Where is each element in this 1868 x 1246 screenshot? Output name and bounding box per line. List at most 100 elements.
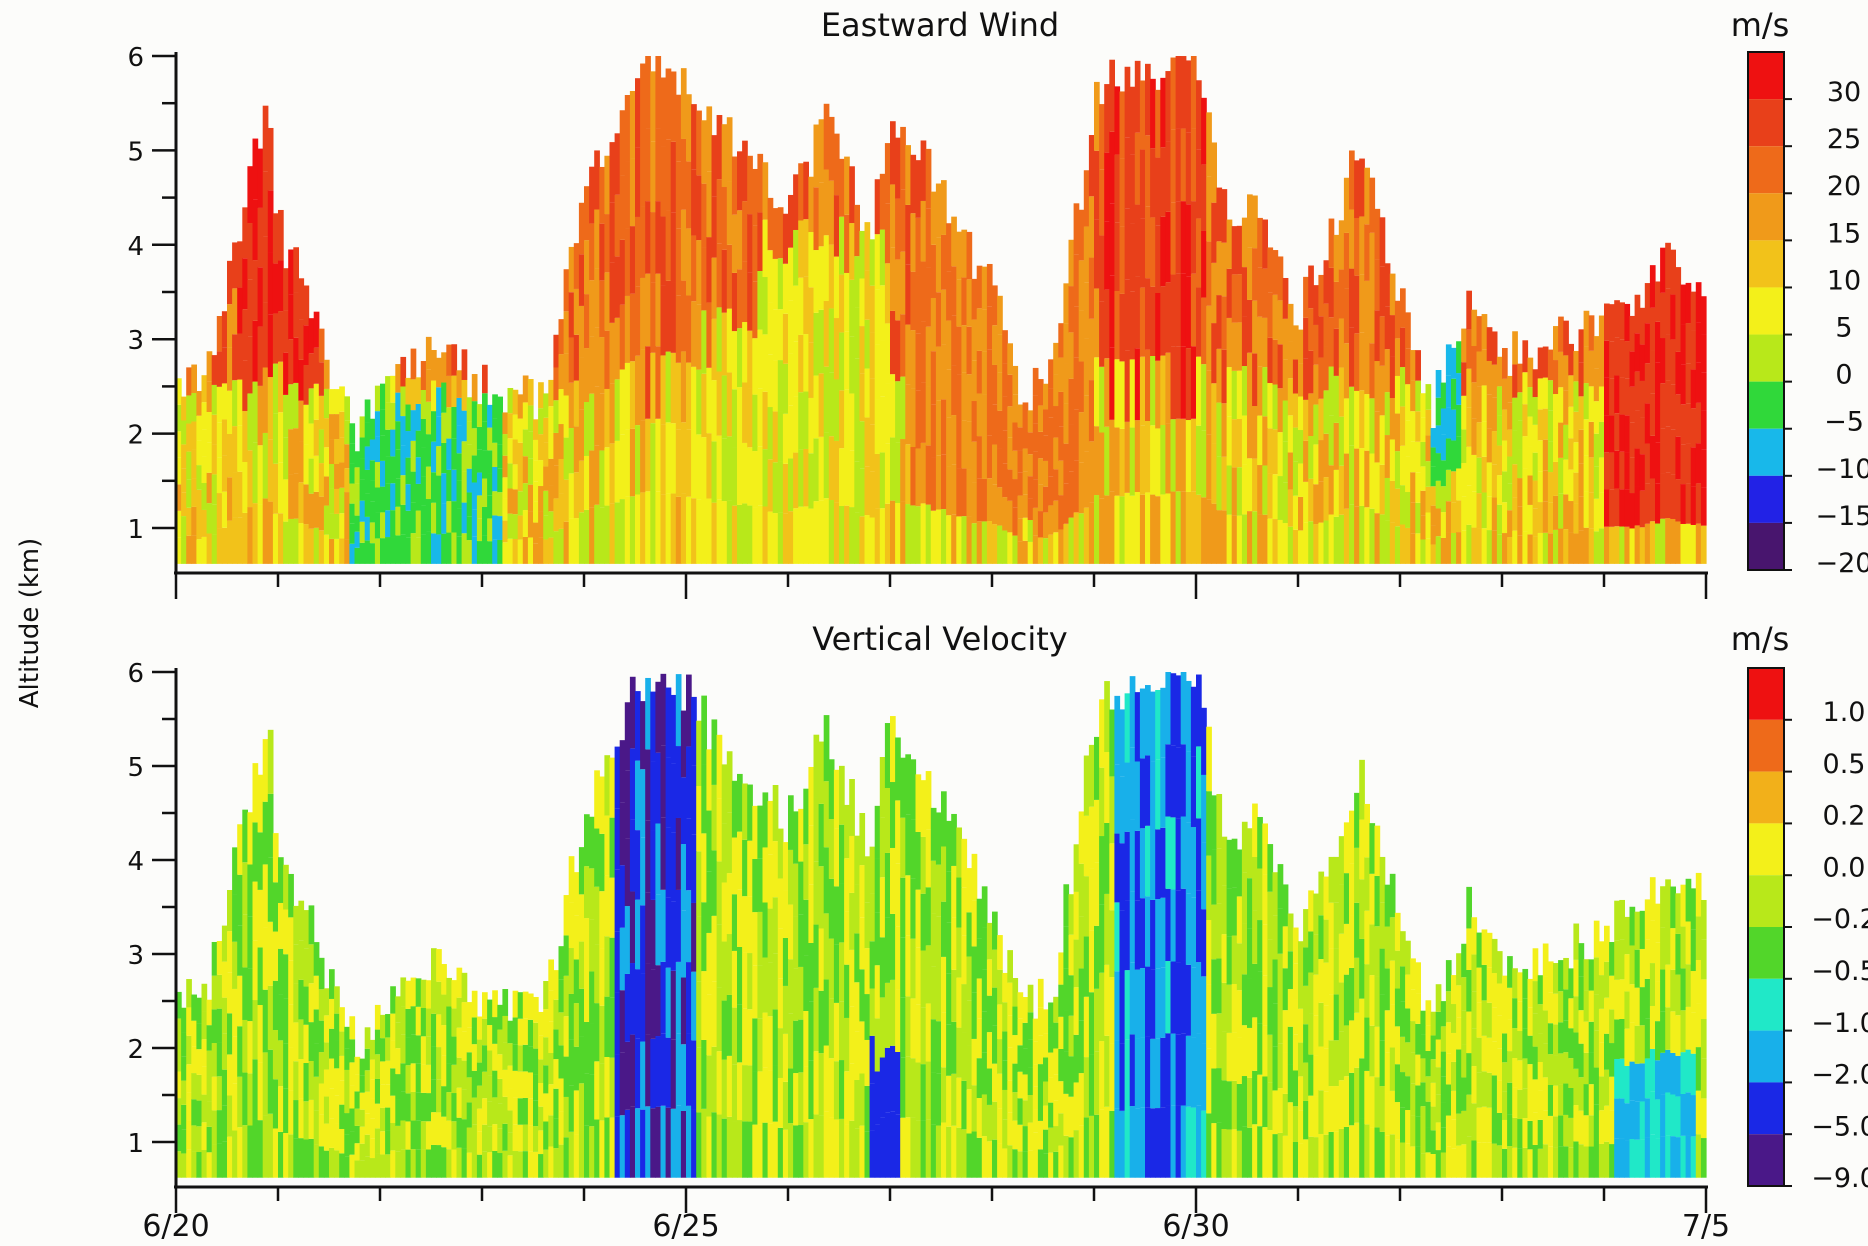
heatmap-cell — [1426, 1102, 1432, 1127]
heatmap-cell — [273, 882, 279, 931]
heatmap-cell — [441, 1117, 447, 1148]
heatmap-cell — [1395, 1064, 1401, 1102]
heatmap-cell — [1104, 681, 1110, 752]
heatmap-cell — [1380, 267, 1386, 317]
heatmap-cell — [314, 1043, 320, 1077]
heatmap-cell — [543, 1037, 549, 1065]
heatmap-cell — [1242, 267, 1248, 316]
heatmap-cell — [1211, 443, 1217, 503]
heatmap-cell — [1257, 1023, 1263, 1075]
heatmap-cell — [696, 305, 702, 370]
heatmap-cell — [1165, 353, 1171, 423]
heatmap-cell — [304, 948, 310, 986]
heatmap-cell — [1701, 940, 1707, 980]
heatmap-cell — [196, 440, 202, 465]
heatmap-cell — [849, 1064, 855, 1121]
heatmap-cell — [1471, 528, 1477, 564]
heatmap-cell — [426, 1093, 432, 1121]
heatmap-cell — [798, 809, 804, 862]
heatmap-cell — [788, 511, 794, 564]
x-tick-labels: 6/20 6/25 6/30 7/5 — [142, 1209, 1730, 1244]
heatmap-cell — [334, 1041, 340, 1068]
heatmap-cell — [1329, 903, 1335, 949]
heatmap-cell — [1237, 371, 1243, 419]
heatmap-cell — [865, 1086, 871, 1132]
heatmap-cell — [910, 330, 916, 388]
heatmap-cell — [701, 696, 707, 765]
heatmap-cell — [1420, 393, 1426, 417]
heatmap-cell — [1492, 331, 1498, 364]
heatmap-cell — [941, 235, 947, 290]
heatmap-cell — [1033, 508, 1039, 536]
heatmap-cell — [1329, 268, 1335, 317]
heatmap-cell — [655, 753, 661, 824]
heatmap-cell — [344, 420, 350, 444]
heatmap-cell — [1665, 380, 1671, 426]
heatmap-cell — [508, 1088, 514, 1110]
heatmap-cell — [191, 1099, 197, 1125]
heatmap-cell — [1645, 1019, 1651, 1059]
heatmap-cell — [849, 779, 855, 836]
heatmap-cell — [1181, 56, 1187, 129]
heatmap-cell — [370, 1158, 376, 1178]
heatmap-cell — [615, 808, 621, 870]
heatmap-cell — [727, 1056, 733, 1117]
heatmap-cell — [803, 334, 809, 391]
heatmap-cell — [1533, 1079, 1539, 1112]
heatmap-cell — [604, 816, 610, 876]
heatmap-cell — [584, 456, 590, 510]
heatmap-cell — [508, 1066, 514, 1088]
heatmap-cell — [400, 505, 406, 535]
heatmap-cell — [926, 505, 932, 564]
heatmap-cell — [625, 974, 631, 1042]
heatmap-cell — [355, 516, 361, 532]
heatmap-cell — [1660, 886, 1666, 928]
heatmap-cell — [1191, 827, 1197, 897]
heatmap-cell — [1385, 478, 1391, 521]
heatmap-cell — [752, 169, 758, 225]
heatmap-cell — [732, 951, 738, 1008]
heatmap-cell — [375, 1079, 381, 1104]
heatmap-cell — [956, 232, 962, 279]
heatmap-cell — [854, 307, 860, 358]
heatmap-cell — [1369, 233, 1375, 288]
heatmap-cell — [1222, 403, 1228, 457]
heatmap-cell — [712, 196, 718, 257]
heatmap-cell — [1395, 913, 1401, 951]
heatmap-cell — [1033, 1132, 1039, 1155]
heatmap-cell — [390, 1150, 396, 1177]
heatmap-cell — [1660, 428, 1666, 473]
heatmap-cell — [1033, 1019, 1039, 1042]
heatmap-cell — [1069, 379, 1075, 425]
heatmap-cell — [1257, 267, 1263, 316]
heatmap-cell — [523, 992, 529, 1019]
heatmap-cell — [1160, 898, 1166, 968]
heatmap-cell — [1538, 1120, 1544, 1149]
heatmap-cell — [1354, 160, 1360, 218]
heatmap-cell — [293, 1139, 299, 1178]
heatmap-cell — [1038, 511, 1044, 537]
heatmap-cell — [1604, 1142, 1610, 1178]
heatmap-cell — [757, 1125, 763, 1178]
heatmap-cell — [1186, 752, 1192, 823]
heatmap-cell — [1599, 1144, 1605, 1178]
heatmap-cell — [298, 1059, 304, 1099]
heatmap-cell — [436, 982, 442, 1015]
heatmap-cell — [645, 964, 651, 1035]
heatmap-cell — [854, 256, 860, 307]
heatmap-cell — [1573, 1069, 1579, 1105]
heatmap-cell — [1543, 440, 1549, 471]
heatmap-cell — [202, 984, 208, 1012]
heatmap-cell — [783, 314, 789, 364]
heatmap-cell — [1568, 344, 1574, 375]
heatmap-cell — [1252, 248, 1258, 301]
heatmap-cell — [773, 1122, 779, 1178]
heatmap-cell — [559, 1145, 565, 1178]
heatmap-cell — [1436, 508, 1442, 536]
heatmap-cell — [1471, 1141, 1477, 1178]
heatmap-cell — [1619, 1019, 1625, 1059]
heatmap-cell — [217, 528, 223, 563]
heatmap-cell — [1298, 1110, 1304, 1144]
heatmap-cell — [890, 1046, 896, 1112]
heatmap-cell — [247, 1073, 253, 1125]
